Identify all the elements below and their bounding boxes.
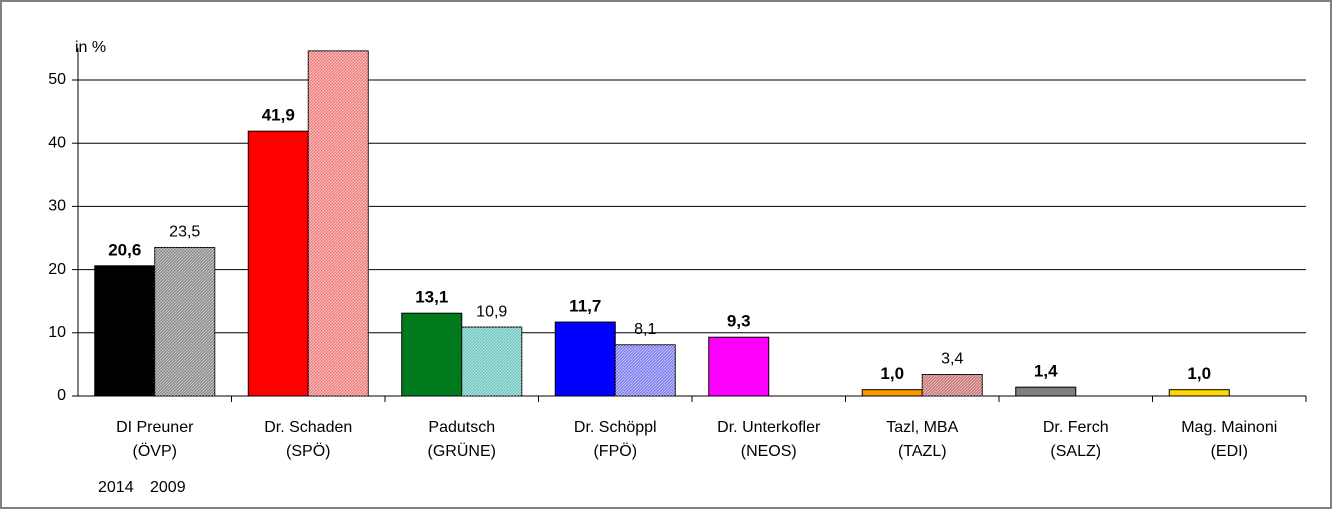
bar-hatch [615, 344, 676, 396]
x-tick-label: Mag. Mainoni [1181, 419, 1277, 436]
x-tick-label: Tazl, MBA [886, 419, 958, 436]
y-tick-label: 0 [57, 387, 66, 404]
x-tick-label: (FPÖ) [593, 442, 637, 460]
bar [1015, 386, 1077, 397]
value-label: 3,4 [941, 351, 963, 368]
x-tick-label: (GRÜNE) [428, 442, 496, 460]
value-label: 9,3 [727, 312, 751, 331]
value-label: 1,0 [1187, 364, 1211, 383]
x-tick-label: Dr. Unterkofler [717, 419, 821, 436]
value-label: 41,9 [262, 106, 295, 125]
value-label: 8,1 [634, 321, 656, 338]
x-tick-label: (NEOS) [741, 443, 797, 460]
x-tick-label: (ÖVP) [133, 442, 177, 460]
x-tick-label: (EDI) [1211, 443, 1248, 460]
value-label: 10,9 [476, 303, 507, 320]
y-tick-label: 30 [48, 198, 66, 215]
value-label: 1,4 [1034, 362, 1058, 381]
bar [247, 130, 309, 397]
x-tick-label: Dr. Ferch [1043, 419, 1109, 436]
bar-hatch [461, 327, 522, 396]
x-tick-label: (SALZ) [1050, 443, 1101, 460]
value-label: 1,0 [880, 364, 904, 383]
bar-hatch [308, 50, 369, 396]
x-tick-label: Dr. Schaden [264, 419, 352, 436]
legend-label: 2014 [98, 479, 134, 496]
bar [94, 265, 156, 397]
bar-hatch [922, 374, 983, 396]
x-tick-label: Dr. Schöppl [574, 419, 657, 436]
y-tick-label: 40 [48, 134, 66, 151]
x-tick-label: (SPÖ) [286, 442, 330, 460]
value-label: 20,6 [108, 240, 141, 259]
bar [554, 321, 616, 397]
bar [861, 389, 923, 397]
bar [1168, 389, 1230, 397]
value-label: 11,7 [569, 297, 601, 316]
y-tick-label: 50 [48, 71, 66, 88]
x-tick-label: Padutsch [428, 419, 495, 436]
legend-label: 2009 [150, 479, 186, 496]
y-tick-label: 20 [48, 261, 66, 278]
x-tick-label: (TAZL) [898, 443, 947, 460]
bar [401, 312, 463, 397]
x-tick-label: DI Preuner [116, 419, 194, 436]
y-tick-label: 10 [48, 324, 66, 341]
bar [708, 336, 770, 397]
value-label: 23,5 [169, 224, 200, 241]
value-label: 13,1 [415, 288, 448, 307]
y-axis-label: in % [75, 39, 106, 56]
bar-hatch [154, 247, 215, 396]
